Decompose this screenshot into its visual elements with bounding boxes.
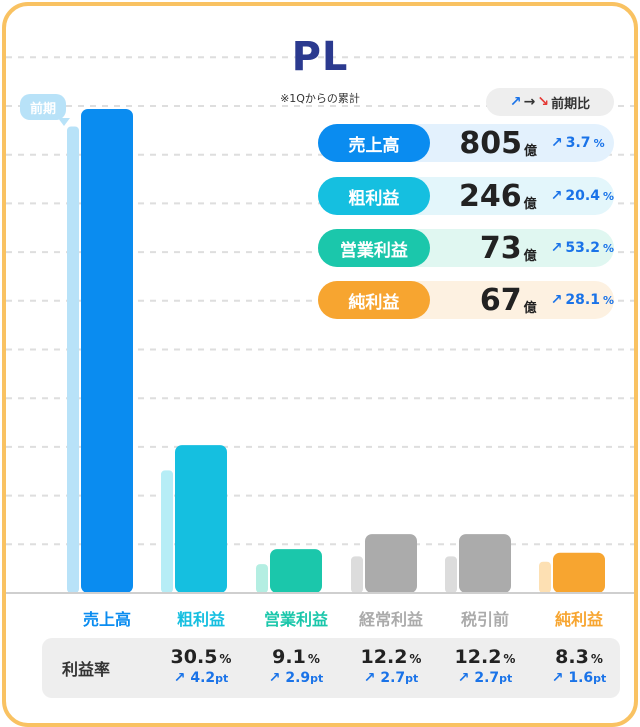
- category-label: 経常利益: [358, 610, 423, 629]
- margin-value: 12.2%: [360, 646, 422, 668]
- chart-title: PL: [291, 34, 349, 80]
- previous-bar: [351, 556, 363, 593]
- margin-value: 8.3%: [555, 646, 603, 668]
- category-label: 粗利益: [176, 610, 225, 629]
- arrow-up-icon: ↗: [173, 670, 191, 686]
- current-bar: [175, 445, 227, 593]
- metric-unit: 億: [523, 300, 537, 316]
- arrow-up-icon: ↗: [363, 670, 381, 686]
- arrow-up-icon: ↗: [509, 94, 522, 110]
- metric-value: 805: [459, 125, 522, 161]
- previous-bar: [67, 126, 79, 593]
- yoy-value: 53.2: [565, 240, 600, 256]
- yoy-value: 28.1: [565, 292, 600, 308]
- metric-unit: 億: [523, 248, 537, 264]
- previous-bar: [539, 561, 551, 593]
- yoy-unit: %: [602, 190, 614, 203]
- metric-name: 粗利益: [318, 177, 430, 215]
- metric-name: 純利益: [318, 281, 430, 319]
- margin-cell: 30.5% ↗ 4.2pt: [151, 646, 251, 686]
- metric-unit: 億: [524, 143, 538, 159]
- profit-margin-title: 利益率: [62, 660, 111, 679]
- yoy-value: 3.7: [565, 135, 591, 151]
- current-bar: [459, 534, 511, 593]
- margin-change: ↗ 2.9pt: [268, 670, 324, 686]
- yoy-unit: %: [593, 137, 605, 150]
- yoy-unit: %: [602, 294, 614, 307]
- margin-value: 30.5%: [170, 646, 232, 668]
- arrow-up-icon: ↗: [550, 188, 563, 204]
- margin-cell: 8.3% ↗ 1.6pt: [529, 646, 629, 686]
- margin-cell: 12.2% ↗ 2.7pt: [341, 646, 441, 686]
- category-labels: 売上高 粗利益 営業利益 経常利益 税引前 純利益: [6, 606, 634, 630]
- metric-value: 73: [479, 230, 522, 266]
- arrow-up-icon: ↗: [550, 240, 563, 256]
- arrow-down-icon: ↘: [537, 94, 550, 110]
- arrow-up-icon: ↗: [551, 135, 563, 151]
- margin-change: ↗ 2.7pt: [363, 670, 419, 686]
- margin-cell: 12.2% ↗ 2.7pt: [435, 646, 535, 686]
- profit-margin-row: 利益率 30.5% ↗ 4.2pt 9.1% ↗ 2.9pt 12.2% ↗ 2.7pt 1…: [42, 638, 620, 698]
- category-label: 税引前: [460, 610, 509, 629]
- margin-value: 9.1%: [272, 646, 320, 668]
- arrow-up-icon: ↗: [551, 670, 569, 686]
- metric-row: 純利益 67 億 ↗ 28.1%: [318, 281, 614, 319]
- previous-bar: [161, 470, 173, 593]
- category-label: 営業利益: [263, 610, 328, 629]
- metric-row: 営業利益 73 億 ↗ 53.2%: [318, 229, 614, 267]
- bar-chart: [6, 56, 634, 594]
- metric-value: 246: [459, 178, 522, 214]
- legend-label: 前期比: [551, 96, 591, 112]
- previous-period-label: 前期: [20, 94, 70, 126]
- category-label: 純利益: [554, 610, 603, 629]
- metric-name: 営業利益: [318, 229, 430, 267]
- metric-row: 売上高 805 億 ↗ 3.7%: [318, 124, 614, 162]
- metric-name: 売上高: [318, 124, 430, 162]
- margin-cell: 9.1% ↗ 2.9pt: [246, 646, 346, 686]
- metric-yoy: ↗ 20.4%: [551, 188, 614, 204]
- margin-change: ↗ 2.7pt: [457, 670, 513, 686]
- category-label: 売上高: [82, 610, 131, 629]
- current-bar: [365, 534, 417, 593]
- metric-yoy: ↗ 3.7%: [551, 135, 605, 151]
- current-bar: [81, 109, 133, 594]
- current-bar: [553, 552, 605, 593]
- arrow-up-icon: ↗: [268, 670, 286, 686]
- metric-yoy: ↗ 53.2%: [551, 240, 614, 256]
- margin-value: 12.2%: [454, 646, 516, 668]
- metric-yoy: ↗ 28.1%: [551, 292, 614, 308]
- metric-unit: 億: [523, 196, 537, 212]
- yoy-unit: %: [602, 242, 614, 255]
- margin-change: ↗ 1.6pt: [551, 670, 607, 686]
- yoy-value: 20.4: [565, 188, 600, 204]
- yoy-legend: ↗ → ↘ 前期比: [486, 88, 614, 116]
- chart-subtitle: ※1Qからの累計: [280, 92, 360, 105]
- arrow-up-icon: ↗: [550, 292, 563, 308]
- metric-row: 粗利益 246 億 ↗ 20.4%: [318, 177, 614, 215]
- arrow-right-icon: →: [523, 94, 536, 110]
- current-bar: [270, 549, 322, 593]
- previous-bar: [445, 556, 457, 593]
- previous-bar: [256, 564, 268, 593]
- metric-value: 67: [479, 282, 522, 318]
- arrow-up-icon: ↗: [457, 670, 475, 686]
- margin-change: ↗ 4.2pt: [173, 670, 229, 686]
